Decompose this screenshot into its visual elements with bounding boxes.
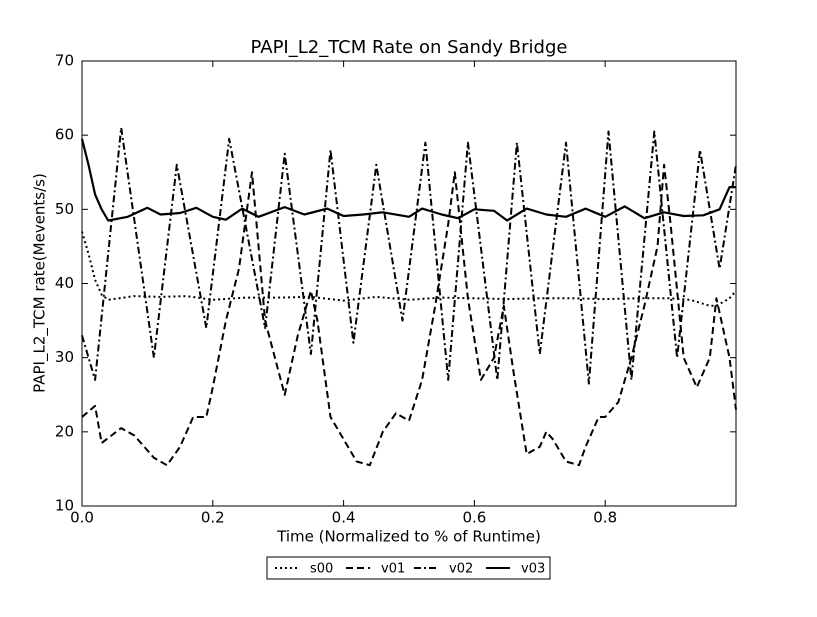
plot-frame xyxy=(81,60,737,507)
x-tick-label: 0.4 xyxy=(332,509,356,527)
legend-label: s00 xyxy=(310,562,333,577)
y-tick-label: 70 xyxy=(55,52,74,70)
y-tick-label: 30 xyxy=(55,348,74,366)
x-tick-label: 0.8 xyxy=(593,509,617,527)
legend xyxy=(266,556,551,580)
y-axis-label: PAPI_L2_TCM rate(Mevents/s) xyxy=(31,173,50,393)
chart-title: PAPI_L2_TCM Rate on Sandy Bridge xyxy=(251,37,568,58)
legend-label: v03 xyxy=(521,562,545,577)
line-series xyxy=(81,163,737,467)
y-tick-label: 10 xyxy=(55,497,74,515)
legend-label: v02 xyxy=(449,562,473,577)
x-tick-label: 0.6 xyxy=(462,509,486,527)
y-tick-label: 20 xyxy=(55,422,74,440)
x-tick-label: 0.2 xyxy=(201,509,225,527)
y-tick-label: 50 xyxy=(55,200,74,218)
line-series xyxy=(81,231,737,307)
y-tick-label: 40 xyxy=(55,274,74,292)
line-series xyxy=(80,138,736,222)
line-series xyxy=(81,126,737,385)
x-tick-label: 0.0 xyxy=(70,509,94,527)
x-axis-label: Time (Normalized to % of Runtime) xyxy=(276,528,541,546)
legend-label: v01 xyxy=(381,562,405,577)
y-tick-label: 60 xyxy=(55,126,74,144)
